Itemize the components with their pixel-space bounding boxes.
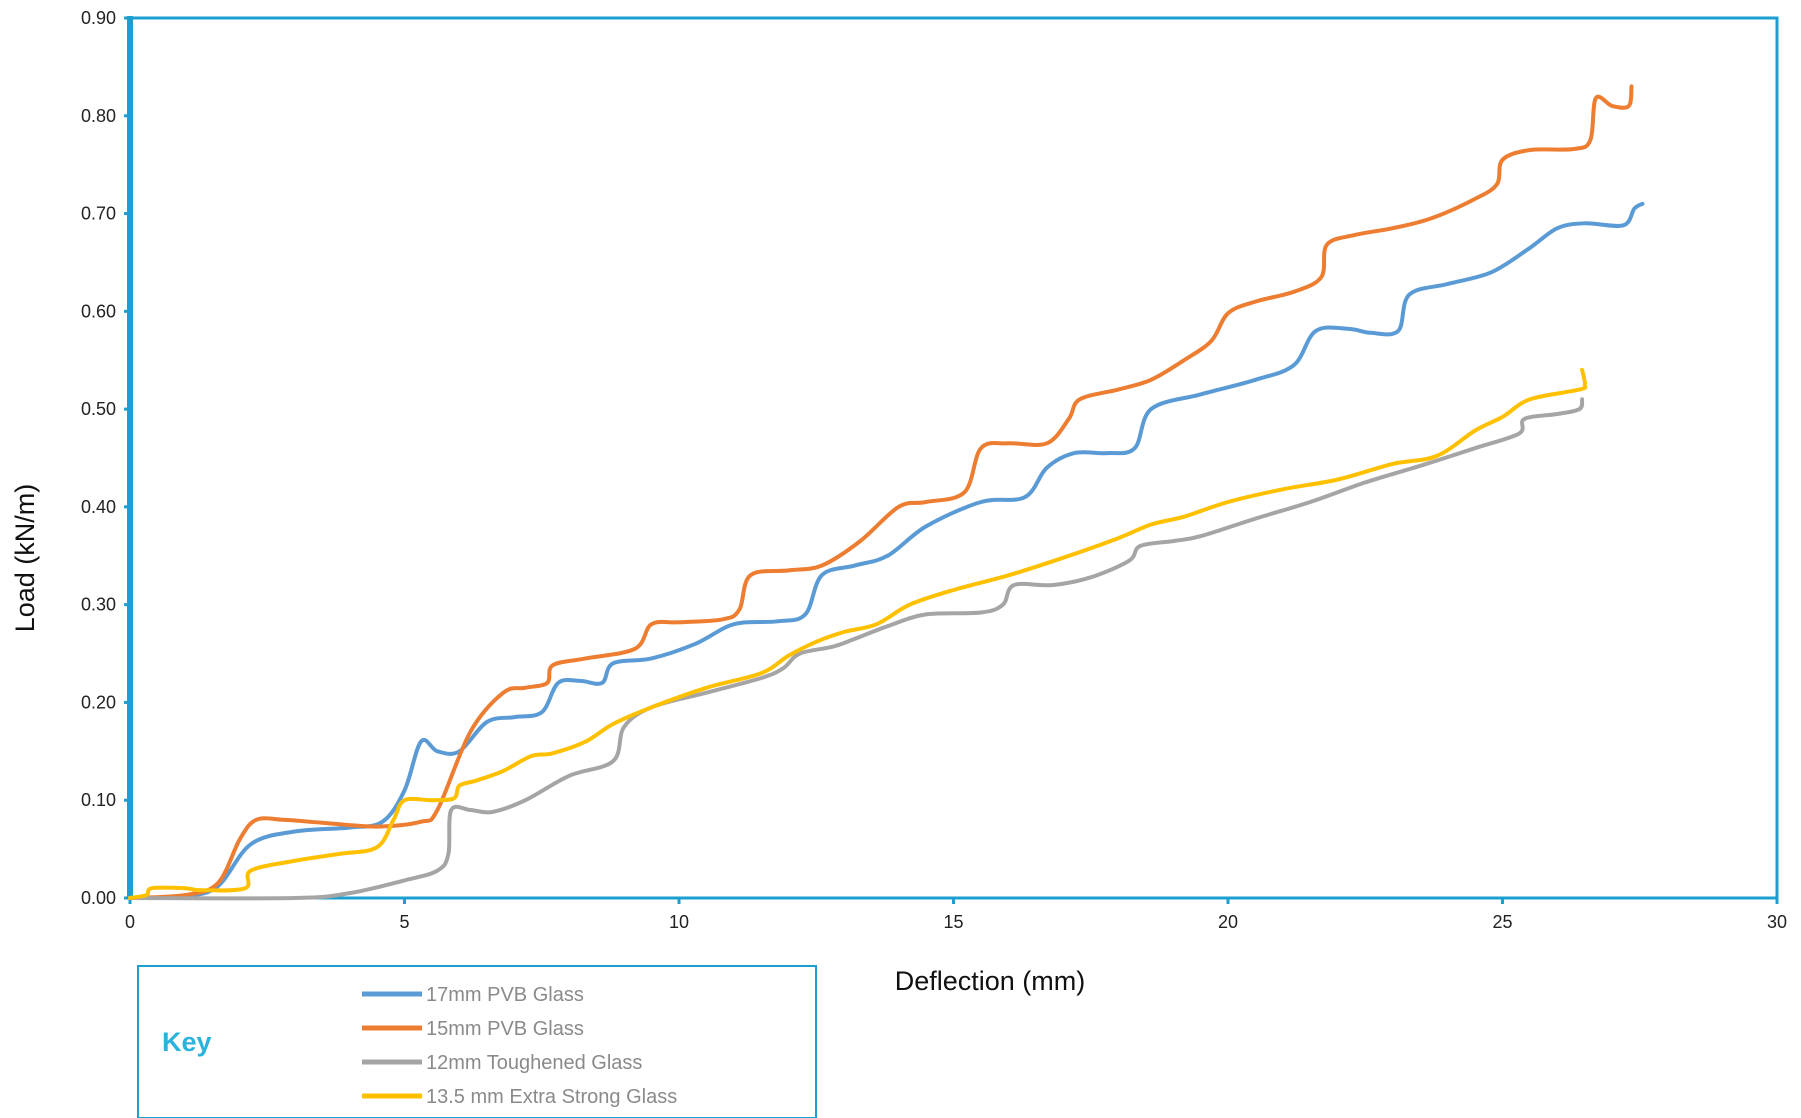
x-axis-title: Deflection (mm) — [895, 966, 1086, 996]
series-line-1 — [128, 201, 1645, 900]
y-tick-label: 0.60 — [81, 301, 116, 321]
y-tick-label: 0.10 — [81, 790, 116, 810]
y-tick-label: 0.30 — [81, 595, 116, 615]
x-tick-label: 10 — [669, 912, 689, 932]
legend-label: 17mm PVB Glass — [426, 984, 584, 1006]
series-line-4 — [128, 368, 1588, 900]
legend-border — [137, 965, 817, 1118]
y-tick-label: 0.40 — [81, 497, 116, 517]
x-tick-label: 5 — [399, 912, 409, 932]
x-tick-label: 0 — [125, 912, 135, 932]
y-tick-label: 0.90 — [81, 8, 116, 28]
series-line-3 — [128, 397, 1585, 901]
legend-label: 13.5 mm Extra Strong Glass — [426, 1086, 677, 1108]
legend-box: Key 17mm PVB Glass 15mm PVB Glass 12mm Tou… — [137, 965, 817, 1118]
y-tick-label: 0.20 — [81, 692, 116, 712]
x-tick-label: 15 — [943, 912, 963, 932]
legend-title: Key — [162, 1027, 212, 1057]
x-tick-label: 20 — [1218, 912, 1238, 932]
x-axis-ticks: 0 5 10 15 20 25 30 — [125, 898, 1787, 932]
legend-label: 15mm PVB Glass — [426, 1018, 584, 1040]
y-tick-label: 0.50 — [81, 399, 116, 419]
y-axis-ticks: 0.00 0.10 0.20 0.30 0.40 0.50 0.60 0.70 0.80 0.90 — [81, 8, 130, 908]
legend-items: 17mm PVB Glass 15mm PVB Glass 12mm Toughen… — [362, 984, 677, 1108]
y-axis-title: Load (kN/m) — [10, 484, 40, 633]
x-tick-label: 30 — [1767, 912, 1787, 932]
series-line-2 — [128, 84, 1634, 900]
y-tick-label: 0.80 — [81, 106, 116, 126]
x-tick-label: 25 — [1492, 912, 1512, 932]
series-layer — [128, 84, 1645, 901]
legend-label: 12mm Toughened Glass — [426, 1052, 642, 1074]
y-tick-label: 0.70 — [81, 204, 116, 224]
y-tick-label: 0.00 — [81, 888, 116, 908]
